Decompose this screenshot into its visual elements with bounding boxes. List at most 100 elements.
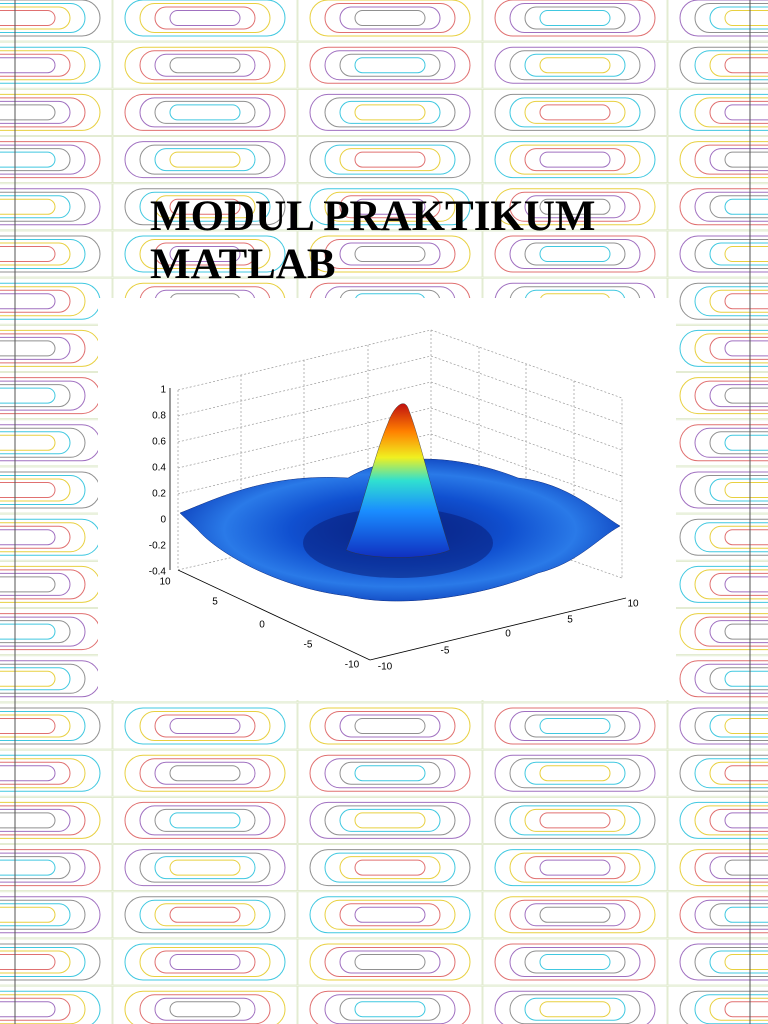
contour-cell	[112, 41, 298, 89]
contour-line	[509, 3, 641, 33]
contour-cell	[297, 938, 483, 986]
contour-cell	[667, 41, 768, 89]
contour-line	[0, 289, 71, 313]
contour-line	[0, 808, 71, 832]
contour-line	[494, 188, 656, 226]
contour-cell	[667, 324, 768, 372]
contour-line	[509, 239, 641, 269]
contour-cell	[297, 985, 483, 1024]
contour-line	[124, 754, 286, 792]
contour-line	[354, 859, 426, 876]
contour-line	[679, 943, 768, 981]
contour-line	[139, 50, 271, 81]
contour-cell	[482, 938, 668, 986]
contour-line	[139, 994, 271, 1024]
contour-line	[0, 97, 86, 128]
contour-line	[694, 711, 768, 741]
contour-line	[354, 198, 426, 215]
contour-cell	[482, 0, 668, 42]
contour-line	[309, 896, 471, 934]
contour-cell	[667, 0, 768, 42]
contour-cell	[112, 230, 298, 278]
contour-line	[494, 754, 656, 792]
contour-cell	[667, 513, 768, 561]
contour-line	[724, 954, 768, 970]
contour-cell	[297, 41, 483, 89]
contour-line	[524, 100, 626, 124]
contour-line	[509, 994, 641, 1024]
contour-cell	[112, 183, 298, 231]
contour-line	[524, 761, 626, 785]
contour-line	[154, 903, 256, 927]
contour-line	[154, 997, 256, 1021]
contour-line	[509, 711, 641, 741]
contour-line	[694, 899, 768, 930]
contour-line	[169, 906, 241, 923]
contour-line	[309, 801, 471, 839]
contour-line	[324, 50, 456, 81]
contour-line	[709, 808, 768, 832]
contour-line	[354, 954, 426, 970]
contour-line	[0, 431, 71, 455]
y-tick-label: 10	[159, 577, 171, 588]
contour-cell	[667, 749, 768, 797]
contour-line	[694, 3, 768, 33]
contour-line	[324, 947, 456, 977]
contour-cell	[0, 513, 113, 561]
contour-cell	[0, 183, 113, 231]
contour-line	[694, 663, 768, 694]
contour-line	[0, 242, 71, 266]
contour-line	[339, 903, 441, 927]
contour-line	[724, 246, 768, 262]
contour-line	[524, 195, 626, 219]
contour-cell	[0, 419, 113, 467]
contour-line	[724, 10, 768, 26]
contour-cell	[0, 277, 113, 325]
contour-line	[0, 711, 86, 741]
contour-line	[539, 57, 611, 74]
contour-line	[354, 765, 426, 782]
contour-line	[0, 1001, 56, 1018]
contour-line	[694, 758, 768, 789]
contour-line	[309, 235, 471, 273]
contour-line	[709, 336, 768, 360]
contour-line	[694, 994, 768, 1024]
z-tick-label: 0.4	[152, 463, 166, 474]
contour-line	[0, 616, 86, 647]
contour-cell	[297, 230, 483, 278]
contour-line	[0, 144, 86, 175]
contour-cell	[297, 797, 483, 844]
contour-line	[0, 899, 86, 930]
contour-cell	[667, 985, 768, 1024]
contour-line	[309, 188, 471, 226]
contour-line	[0, 812, 56, 829]
contour-line	[724, 104, 768, 121]
contour-line	[679, 565, 768, 603]
contour-cell	[482, 985, 668, 1024]
contour-line	[494, 93, 656, 131]
contour-line	[694, 805, 768, 836]
contour-cell	[667, 561, 768, 608]
contour-line	[679, 93, 768, 131]
contour-line	[524, 6, 626, 30]
contour-line	[139, 947, 271, 977]
contour-line	[324, 994, 456, 1024]
contour-line	[724, 482, 768, 498]
contour-line	[494, 141, 656, 179]
contour-line	[124, 188, 286, 226]
contour-cell	[112, 0, 298, 42]
contour-line	[139, 97, 271, 128]
contour-cell	[297, 844, 483, 891]
contour-line	[539, 859, 611, 876]
contour-line	[154, 808, 256, 832]
contour-line	[0, 906, 56, 923]
contour-cell	[0, 891, 113, 939]
contour-line	[339, 148, 441, 172]
x-tick-label: 10	[627, 599, 639, 610]
contour-line	[0, 380, 86, 411]
contour-line	[354, 151, 426, 168]
contour-line	[354, 104, 426, 121]
contour-line	[679, 896, 768, 934]
contour-line	[539, 151, 611, 168]
